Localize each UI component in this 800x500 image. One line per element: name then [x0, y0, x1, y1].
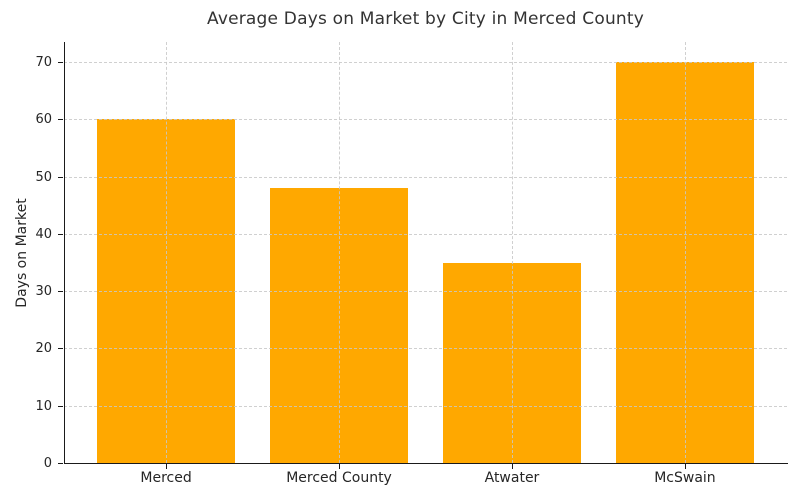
y-gridline	[64, 62, 787, 64]
x-tick-mark	[166, 464, 168, 469]
x-gridline	[166, 42, 168, 463]
y-tick-label: 50	[35, 169, 52, 185]
y-tick-label: 0	[43, 456, 52, 471]
y-tick-label: 60	[35, 112, 52, 128]
y-tick-mark	[58, 119, 63, 121]
y-tick-label: 70	[35, 55, 52, 71]
x-tick-label-mcswain: McSwain	[654, 470, 716, 486]
y-tick-mark	[58, 291, 63, 293]
y-tick-mark	[58, 62, 63, 64]
y-tick-mark	[58, 176, 63, 178]
x-gridline	[684, 42, 686, 463]
x-tick-mark	[339, 464, 341, 469]
y-tick-label: 30	[35, 284, 52, 300]
y-gridline	[64, 176, 787, 178]
x-tick-label-merced-county: Merced County	[286, 470, 392, 486]
x-gridline	[339, 42, 341, 463]
x-tick-mark	[511, 464, 513, 469]
y-tick-mark	[58, 463, 63, 464]
y-gridline	[64, 405, 787, 407]
y-axis-line	[64, 42, 65, 464]
y-gridline	[64, 233, 787, 235]
x-tick-mark	[684, 464, 686, 469]
x-axis-line	[64, 463, 788, 464]
y-tick-label: 10	[35, 398, 52, 414]
y-axis-label: Days on Market	[14, 198, 30, 308]
plot-area	[64, 42, 787, 463]
x-tick-label-atwater: Atwater	[484, 470, 540, 486]
y-tick-mark	[58, 405, 63, 407]
y-tick-label: 20	[35, 341, 52, 357]
y-tick-label: 40	[35, 226, 52, 242]
y-tick-mark	[58, 348, 63, 350]
chart-title: Average Days on Market by City in Merced…	[206, 9, 645, 29]
y-gridline	[64, 291, 787, 293]
bar-atwater	[442, 262, 582, 463]
x-gridline	[511, 42, 513, 463]
bar-mcswain	[615, 62, 755, 463]
y-gridline	[64, 348, 787, 350]
y-tick-mark	[58, 233, 63, 235]
y-gridline	[64, 119, 787, 121]
x-tick-label-merced: Merced	[140, 470, 192, 486]
